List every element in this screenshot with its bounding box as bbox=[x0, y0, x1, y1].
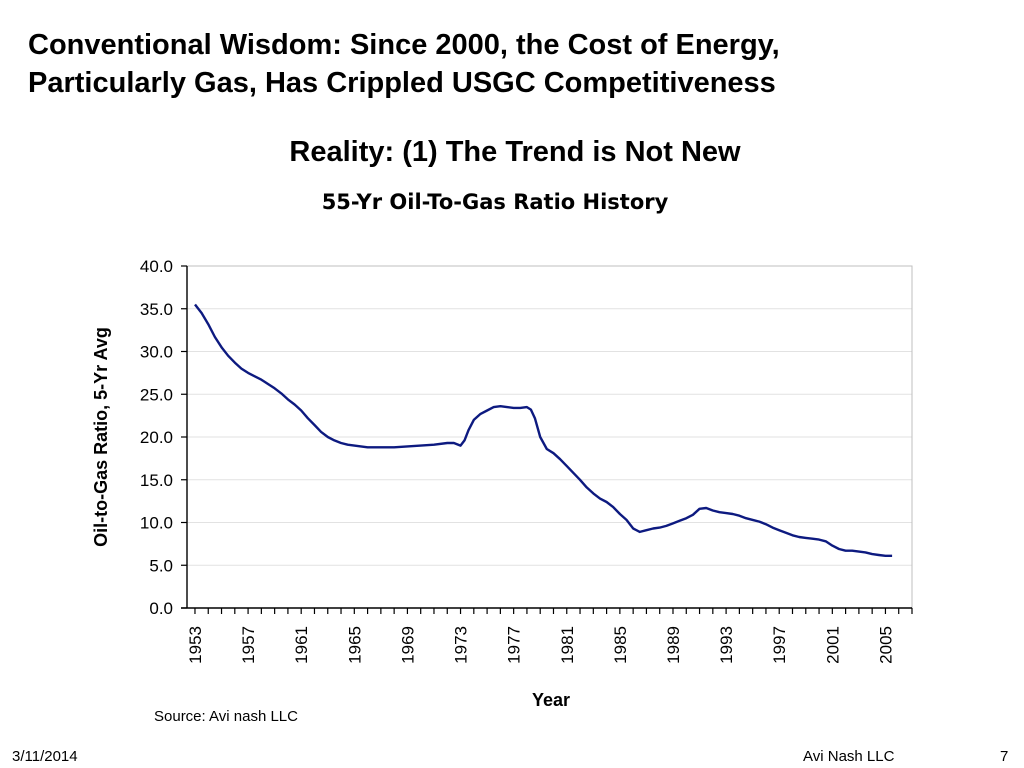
series-line bbox=[194, 303, 893, 557]
y-tick-label: 20.0 bbox=[140, 428, 173, 447]
x-axis-label: Year bbox=[532, 690, 570, 710]
y-tick-label: 25.0 bbox=[140, 385, 173, 404]
slide-subtitle: Reality: (1) The Trend is Not New bbox=[289, 136, 741, 168]
x-tick-label: 1993 bbox=[717, 626, 736, 664]
y-tick-label: 0.0 bbox=[149, 599, 173, 618]
y-tick-label: 30.0 bbox=[140, 343, 173, 362]
x-tick-label: 1981 bbox=[558, 626, 577, 664]
x-tick-label: 1969 bbox=[398, 626, 417, 664]
y-tick-label: 15.0 bbox=[140, 471, 173, 490]
chart-title: 55-Yr Oil-To-Gas Ratio History bbox=[321, 190, 669, 214]
y-tick-label: 35.0 bbox=[140, 300, 173, 319]
grid-lines bbox=[187, 265, 912, 566]
y-tick-label: 40.0 bbox=[140, 257, 173, 276]
x-tick-label: 1957 bbox=[239, 626, 258, 664]
x-tick-label: 1985 bbox=[611, 626, 630, 664]
y-axis-label: Oil-to-Gas Ratio, 5-Yr Avg bbox=[91, 327, 111, 547]
x-tick-label: 1961 bbox=[292, 626, 311, 664]
x-tick-label: 2005 bbox=[876, 626, 895, 664]
y-tick-label: 5.0 bbox=[149, 556, 173, 575]
x-tick-label: 1997 bbox=[770, 626, 789, 664]
axes bbox=[181, 265, 913, 614]
x-tick-label: 2001 bbox=[823, 626, 842, 664]
footer-company: Avi Nash LLC bbox=[803, 748, 895, 765]
footer-date: 3/11/2014 bbox=[12, 748, 78, 765]
x-tick-label: 1965 bbox=[345, 626, 364, 664]
x-tick-label: 1977 bbox=[505, 626, 524, 664]
source-note: Source: Avi nash LLC bbox=[154, 708, 298, 725]
slide-title: Conventional Wisdom: Since 2000, the Cos… bbox=[28, 26, 1008, 102]
slide-title-line1: Conventional Wisdom: Since 2000, the Cos… bbox=[28, 29, 780, 61]
x-tick-label: 1989 bbox=[664, 626, 683, 664]
tick-labels: 0.0 5.0 10.0 15.0 20.0 25.0 30.0 35.0 40.0 1953 19… bbox=[140, 257, 896, 664]
footer-page-number: 7 bbox=[1000, 748, 1009, 765]
slide-title-line2: Particularly Gas, Has Crippled USGC Comp… bbox=[28, 67, 776, 99]
y-tick-label: 10.0 bbox=[140, 514, 173, 533]
x-tick-label: 1973 bbox=[452, 626, 471, 664]
x-tick-label: 1953 bbox=[186, 626, 205, 664]
